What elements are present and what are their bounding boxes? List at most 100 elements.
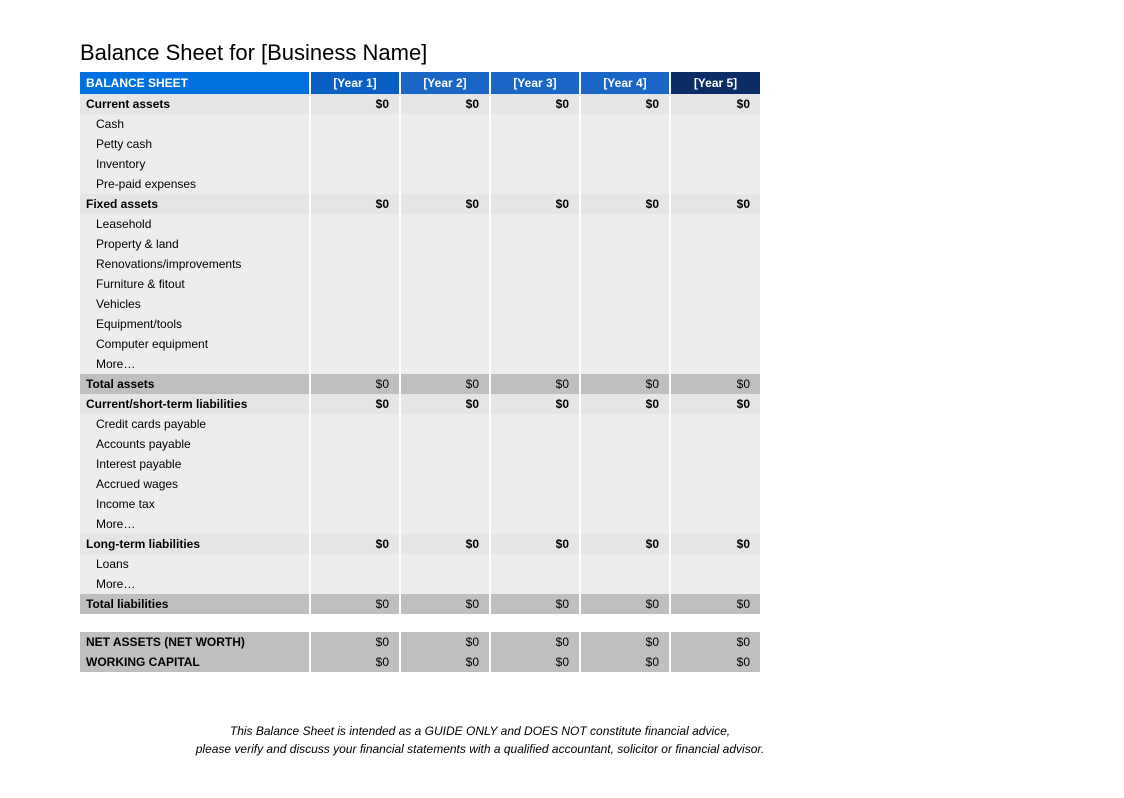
row-value xyxy=(490,254,580,274)
item-row: Computer equipment xyxy=(80,334,760,354)
item-row: Equipment/tools xyxy=(80,314,760,334)
table-header-row: BALANCE SHEET [Year 1] [Year 2] [Year 3]… xyxy=(80,72,760,94)
row-value xyxy=(400,274,490,294)
row-value xyxy=(310,554,400,574)
row-value xyxy=(310,454,400,474)
row-value xyxy=(670,454,760,474)
row-value xyxy=(580,474,670,494)
row-label: Leasehold xyxy=(80,214,310,234)
row-value xyxy=(310,414,400,434)
row-value: $0 xyxy=(580,534,670,554)
row-value: $0 xyxy=(580,652,670,672)
row-value: $0 xyxy=(580,94,670,114)
row-value: $0 xyxy=(580,594,670,614)
row-value: $0 xyxy=(580,374,670,394)
item-row: Cash xyxy=(80,114,760,134)
row-value xyxy=(490,174,580,194)
row-value xyxy=(490,294,580,314)
row-value xyxy=(490,234,580,254)
row-value xyxy=(670,574,760,594)
row-value xyxy=(490,274,580,294)
row-value xyxy=(400,294,490,314)
item-row: Accounts payable xyxy=(80,434,760,454)
row-value: $0 xyxy=(400,94,490,114)
row-value xyxy=(580,514,670,534)
row-label: More… xyxy=(80,354,310,374)
row-value xyxy=(400,454,490,474)
row-value xyxy=(580,334,670,354)
row-label: WORKING CAPITAL xyxy=(80,652,310,672)
row-value xyxy=(490,334,580,354)
balance-sheet-table: BALANCE SHEET [Year 1] [Year 2] [Year 3]… xyxy=(80,72,760,672)
row-value xyxy=(400,434,490,454)
row-value xyxy=(490,574,580,594)
row-value: $0 xyxy=(490,374,580,394)
row-value: $0 xyxy=(490,534,580,554)
row-label: Inventory xyxy=(80,154,310,174)
row-value xyxy=(400,334,490,354)
item-row: Interest payable xyxy=(80,454,760,474)
row-value xyxy=(400,354,490,374)
row-value: $0 xyxy=(490,632,580,652)
row-value: $0 xyxy=(490,594,580,614)
row-value: $0 xyxy=(310,194,400,214)
item-row: More… xyxy=(80,354,760,374)
row-value xyxy=(490,314,580,334)
row-label: More… xyxy=(80,514,310,534)
row-value xyxy=(580,434,670,454)
row-value: $0 xyxy=(310,374,400,394)
total-liabilities-row: Total liabilities$0$0$0$0$0 xyxy=(80,594,760,614)
row-value xyxy=(670,314,760,334)
row-label: Interest payable xyxy=(80,454,310,474)
item-row: Leasehold xyxy=(80,214,760,234)
row-value xyxy=(670,494,760,514)
row-label: Total liabilities xyxy=(80,594,310,614)
row-value xyxy=(670,294,760,314)
row-value: $0 xyxy=(580,194,670,214)
row-value: $0 xyxy=(310,594,400,614)
row-value: $0 xyxy=(580,394,670,414)
item-row: Furniture & fitout xyxy=(80,274,760,294)
row-value xyxy=(310,114,400,134)
row-value xyxy=(670,134,760,154)
disclaimer: This Balance Sheet is intended as a GUID… xyxy=(80,722,880,758)
row-value: $0 xyxy=(400,652,490,672)
row-value xyxy=(310,494,400,514)
row-value xyxy=(310,574,400,594)
item-row: Vehicles xyxy=(80,294,760,314)
row-value xyxy=(400,154,490,174)
row-value xyxy=(310,274,400,294)
row-value xyxy=(670,154,760,174)
item-row: Property & land xyxy=(80,234,760,254)
row-value: $0 xyxy=(310,394,400,414)
row-value xyxy=(310,334,400,354)
row-value: $0 xyxy=(400,194,490,214)
row-value xyxy=(400,214,490,234)
row-value xyxy=(490,154,580,174)
row-value: $0 xyxy=(400,534,490,554)
row-value xyxy=(580,134,670,154)
header-year-4: [Year 4] xyxy=(580,72,670,94)
page-title: Balance Sheet for [Business Name] xyxy=(80,40,1044,66)
row-value xyxy=(670,354,760,374)
row-value xyxy=(670,234,760,254)
section-row: Current/short-term liabilities$0$0$0$0$0 xyxy=(80,394,760,414)
row-label: Renovations/improvements xyxy=(80,254,310,274)
row-value xyxy=(400,474,490,494)
row-value xyxy=(490,494,580,514)
item-row: More… xyxy=(80,514,760,534)
row-value: $0 xyxy=(490,194,580,214)
row-value: $0 xyxy=(310,94,400,114)
row-value xyxy=(310,354,400,374)
row-value xyxy=(400,174,490,194)
table-body: Current assets$0$0$0$0$0CashPetty cashIn… xyxy=(80,94,760,672)
row-label: NET ASSETS (NET WORTH) xyxy=(80,632,310,652)
row-label: Fixed assets xyxy=(80,194,310,214)
row-value xyxy=(580,454,670,474)
row-value xyxy=(670,214,760,234)
row-value: $0 xyxy=(310,652,400,672)
row-label: Current assets xyxy=(80,94,310,114)
row-value xyxy=(580,114,670,134)
row-value xyxy=(490,454,580,474)
row-value xyxy=(490,554,580,574)
